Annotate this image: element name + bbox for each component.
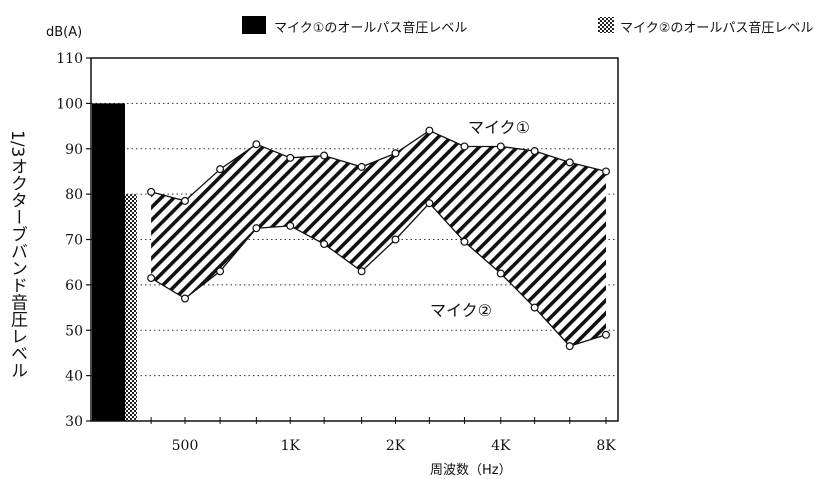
point-mic2 bbox=[357, 267, 366, 276]
series-line-mic1 bbox=[150, 129, 607, 202]
series-points bbox=[147, 126, 610, 351]
x-tick-label: 500 bbox=[172, 438, 199, 454]
y-axis-ticks: 30 40 50 60 70 80 90 100 110 bbox=[56, 51, 91, 430]
y-tick-label: 50 bbox=[65, 323, 83, 339]
point-mic2 bbox=[286, 221, 295, 230]
series-line-mic2 bbox=[150, 202, 607, 347]
point-mic2 bbox=[252, 224, 261, 233]
level-band bbox=[151, 130, 606, 347]
band-fill bbox=[151, 130, 606, 347]
y-tick-label: 110 bbox=[56, 51, 83, 67]
x-tick-label: 4K bbox=[491, 438, 511, 454]
point-mic1 bbox=[425, 126, 434, 135]
point-mic2 bbox=[460, 237, 469, 246]
series-lines bbox=[150, 129, 607, 347]
bar-mic2-overall bbox=[125, 194, 137, 421]
annotation-mic2: マイク② bbox=[430, 301, 492, 320]
point-mic1 bbox=[460, 142, 469, 151]
point-mic2 bbox=[425, 199, 434, 208]
point-mic2 bbox=[601, 330, 610, 339]
point-mic1 bbox=[181, 196, 190, 205]
point-mic1 bbox=[530, 147, 539, 156]
legend-swatch-mic1 bbox=[242, 16, 266, 34]
unit-label: dB(A) bbox=[46, 25, 82, 40]
point-mic1 bbox=[391, 149, 400, 158]
point-mic1 bbox=[286, 153, 295, 162]
x-tick-label: 8K bbox=[596, 438, 616, 454]
legend-label-mic1: マイク①のオールパス音圧レベル bbox=[274, 20, 467, 36]
point-mic1 bbox=[216, 165, 225, 174]
point-mic2 bbox=[181, 294, 190, 303]
point-mic2 bbox=[391, 235, 400, 244]
y-tick-label: 70 bbox=[65, 233, 83, 249]
annotation-mic1: マイク① bbox=[468, 118, 530, 137]
x-tick-label: 1K bbox=[281, 438, 301, 454]
x-axis-ticks: 500 1K 2K 4K 8K bbox=[150, 417, 616, 454]
point-mic1 bbox=[496, 142, 505, 151]
bar-mic1-overall bbox=[92, 103, 125, 421]
point-mic1 bbox=[565, 158, 574, 167]
point-mic2 bbox=[147, 274, 156, 283]
overall-level-bars bbox=[92, 103, 137, 421]
y-tick-label: 100 bbox=[56, 96, 83, 112]
point-mic2 bbox=[216, 267, 225, 276]
x-axis-label: 周波数（Hz） bbox=[430, 463, 512, 478]
x-tick-label: 2K bbox=[386, 438, 406, 454]
point-mic2 bbox=[496, 269, 505, 278]
point-mic2 bbox=[565, 342, 574, 351]
y-tick-label: 60 bbox=[65, 278, 83, 294]
y-axis-label: 1/3オクターブバンド音圧レベル bbox=[7, 130, 28, 378]
y-tick-label: 30 bbox=[65, 414, 83, 430]
legend-label-mic2: マイク②のオールパス音圧レベル bbox=[620, 20, 813, 36]
y-tick-label: 90 bbox=[65, 142, 83, 158]
y-tick-label: 80 bbox=[65, 187, 83, 203]
point-mic1 bbox=[252, 140, 261, 149]
point-mic1 bbox=[147, 187, 156, 196]
point-mic1 bbox=[357, 162, 366, 171]
point-mic1 bbox=[320, 151, 329, 160]
point-mic2 bbox=[530, 303, 539, 312]
point-mic1 bbox=[601, 167, 610, 176]
y-tick-label: 40 bbox=[65, 369, 83, 385]
point-mic2 bbox=[320, 240, 329, 249]
legend-swatch-mic2 bbox=[598, 17, 614, 33]
